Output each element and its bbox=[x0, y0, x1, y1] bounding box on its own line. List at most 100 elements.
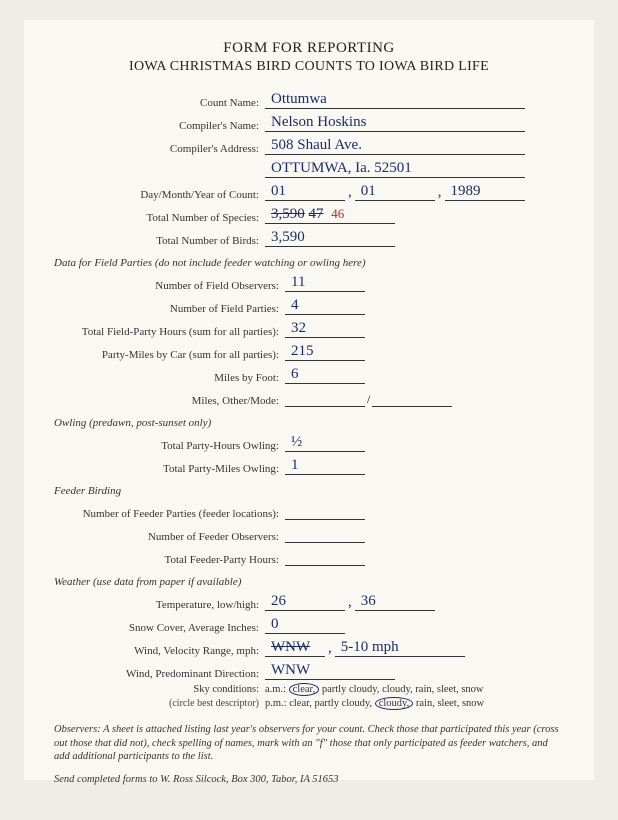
row-address2: OTTUMWA, Ia. 52501 bbox=[54, 159, 564, 178]
row-count-name: Count Name: Ottumwa bbox=[54, 90, 564, 109]
sky-am-pc: partly cloudy, bbox=[322, 684, 380, 695]
sky-am-rest: rain, sleet, snow bbox=[415, 684, 483, 695]
observers-note: Observers: A sheet is attached listing l… bbox=[54, 723, 564, 764]
row-date: Day/Month/Year of Count: 01 , 01 , 1989 bbox=[54, 182, 564, 201]
sky-pm-cloudy: cloudy, bbox=[375, 697, 414, 710]
row-feeder-hours: Total Feeder-Party Hours: bbox=[54, 547, 564, 566]
row-snow: Snow Cover, Average Inches: 0 bbox=[54, 615, 564, 634]
label-wind-range: Wind, Velocity Range, mph: bbox=[54, 645, 265, 657]
label-feeder-observers: Number of Feeder Observers: bbox=[54, 531, 285, 543]
section-field: Data for Field Parties (do not include f… bbox=[54, 257, 564, 269]
label-owling-hours: Total Party-Hours Owling: bbox=[54, 440, 285, 452]
form-title-2: IOWA CHRISTMAS BIRD COUNTS TO IOWA BIRD … bbox=[54, 59, 564, 75]
comma-2: , bbox=[435, 184, 445, 201]
value-miles-foot: 6 bbox=[285, 365, 365, 384]
value-day: 01 bbox=[265, 182, 345, 201]
row-birds: Total Number of Birds: 3,590 bbox=[54, 228, 564, 247]
label-field-parties: Number of Field Parties: bbox=[54, 303, 285, 315]
value-wind-strike: WNW bbox=[265, 638, 325, 657]
value-wind-dir: WNW bbox=[265, 661, 395, 680]
row-wind-dir: Wind, Predominant Direction: WNW bbox=[54, 661, 564, 680]
value-birds: 3,590 bbox=[265, 228, 395, 247]
comma-4: , bbox=[325, 640, 335, 657]
label-snow: Snow Cover, Average Inches: bbox=[54, 622, 265, 634]
value-snow: 0 bbox=[265, 615, 345, 634]
label-miles-foot: Miles by Foot: bbox=[54, 372, 285, 384]
label-birds: Total Number of Birds: bbox=[54, 235, 265, 247]
comma-3: , bbox=[345, 594, 355, 611]
label-compilers-name: Compiler's Name: bbox=[54, 120, 265, 132]
form-page: FORM FOR REPORTING IOWA CHRISTMAS BIRD C… bbox=[24, 20, 594, 780]
label-count-name: Count Name: bbox=[54, 97, 265, 109]
label-party-miles-car: Party-Miles by Car (sum for all parties)… bbox=[54, 349, 285, 361]
sky-pm-pc: partly cloudy, bbox=[314, 698, 372, 709]
row-sky-am: Sky conditions: a.m.: clear, partly clou… bbox=[54, 684, 564, 695]
value-feeder-observers bbox=[285, 524, 365, 543]
sky-am-options: a.m.: clear, partly cloudy, cloudy, rain… bbox=[265, 684, 484, 695]
row-feeder-observers: Number of Feeder Observers: bbox=[54, 524, 564, 543]
label-feeder-parties: Number of Feeder Parties (feeder locatio… bbox=[54, 508, 285, 520]
label-circle-note: (circle best descriptor) bbox=[54, 698, 265, 709]
row-temp: Temperature, low/high: 26 , 36 bbox=[54, 592, 564, 611]
value-feeder-parties bbox=[285, 501, 365, 520]
value-miles-mode bbox=[372, 388, 452, 407]
sky-pm-clear: clear, bbox=[289, 698, 312, 709]
value-count-name: Ottumwa bbox=[265, 90, 525, 109]
label-species: Total Number of Species: bbox=[54, 212, 265, 224]
sky-pm-rest: rain, sleet, snow bbox=[416, 698, 484, 709]
value-field-parties: 4 bbox=[285, 296, 365, 315]
value-species: 3,590 47 46 bbox=[265, 205, 395, 224]
row-compilers-name: Compiler's Name: Nelson Hoskins bbox=[54, 113, 564, 132]
label-sky: Sky conditions: bbox=[54, 684, 265, 695]
label-temp: Temperature, low/high: bbox=[54, 599, 265, 611]
row-miles-other: Miles, Other/Mode: / bbox=[54, 388, 564, 407]
sky-am-clear: clear, bbox=[289, 683, 320, 696]
value-address2: OTTUMWA, Ia. 52501 bbox=[265, 159, 525, 178]
row-field-observers: Number of Field Observers: 11 bbox=[54, 273, 564, 292]
value-field-observers: 11 bbox=[285, 273, 365, 292]
value-party-miles-car: 215 bbox=[285, 342, 365, 361]
row-sky-pm: (circle best descriptor) p.m.: clear, pa… bbox=[54, 698, 564, 709]
label-compilers-address: Compiler's Address: bbox=[54, 143, 265, 155]
sky-pm-options: p.m.: clear, partly cloudy, cloudy, rain… bbox=[265, 698, 484, 709]
row-field-hours: Total Field-Party Hours (sum for all par… bbox=[54, 319, 564, 338]
value-temp-low: 26 bbox=[265, 592, 345, 611]
value-owling-hours: ½ bbox=[285, 433, 365, 452]
value-owling-miles: 1 bbox=[285, 456, 365, 475]
species-annot2: 46 bbox=[327, 206, 344, 221]
sky-am-cloudy: cloudy, bbox=[382, 684, 413, 695]
label-feeder-hours: Total Feeder-Party Hours: bbox=[54, 554, 285, 566]
value-address1: 508 Shaul Ave. bbox=[265, 136, 525, 155]
value-field-hours: 32 bbox=[285, 319, 365, 338]
sky-am-prefix: a.m.: bbox=[265, 684, 286, 695]
section-owling: Owling (predawn, post-sunset only) bbox=[54, 417, 564, 429]
value-year: 1989 bbox=[445, 182, 525, 201]
row-field-parties: Number of Field Parties: 4 bbox=[54, 296, 564, 315]
label-wind-dir: Wind, Predominant Direction: bbox=[54, 668, 265, 680]
value-miles-other bbox=[285, 388, 365, 407]
label-field-hours: Total Field-Party Hours (sum for all par… bbox=[54, 326, 285, 338]
label-date: Day/Month/Year of Count: bbox=[54, 189, 265, 201]
value-wind-range: 5-10 mph bbox=[335, 638, 465, 657]
form-title-1: FORM FOR REPORTING bbox=[54, 40, 564, 57]
label-field-observers: Number of Field Observers: bbox=[54, 280, 285, 292]
row-party-miles-car: Party-Miles by Car (sum for all parties)… bbox=[54, 342, 564, 361]
row-owling-hours: Total Party-Hours Owling: ½ bbox=[54, 433, 564, 452]
species-strike: 3,590 bbox=[271, 206, 305, 222]
value-feeder-hours bbox=[285, 547, 365, 566]
row-address1: Compiler's Address: 508 Shaul Ave. bbox=[54, 136, 564, 155]
section-weather: Weather (use data from paper if availabl… bbox=[54, 576, 564, 588]
row-feeder-parties: Number of Feeder Parties (feeder locatio… bbox=[54, 501, 564, 520]
row-wind-range: Wind, Velocity Range, mph: WNW , 5-10 mp… bbox=[54, 638, 564, 657]
label-miles-other: Miles, Other/Mode: bbox=[54, 395, 285, 407]
send-note: Send completed forms to W. Ross Silcock,… bbox=[54, 774, 564, 785]
value-temp-high: 36 bbox=[355, 592, 435, 611]
value-compilers-name: Nelson Hoskins bbox=[265, 113, 525, 132]
comma-1: , bbox=[345, 184, 355, 201]
row-owling-miles: Total Party-Miles Owling: 1 bbox=[54, 456, 564, 475]
species-annot1: 47 bbox=[309, 206, 324, 222]
row-miles-foot: Miles by Foot: 6 bbox=[54, 365, 564, 384]
section-feeder: Feeder Birding bbox=[54, 485, 564, 497]
row-species: Total Number of Species: 3,590 47 46 bbox=[54, 205, 564, 224]
slash-1: / bbox=[365, 392, 372, 407]
